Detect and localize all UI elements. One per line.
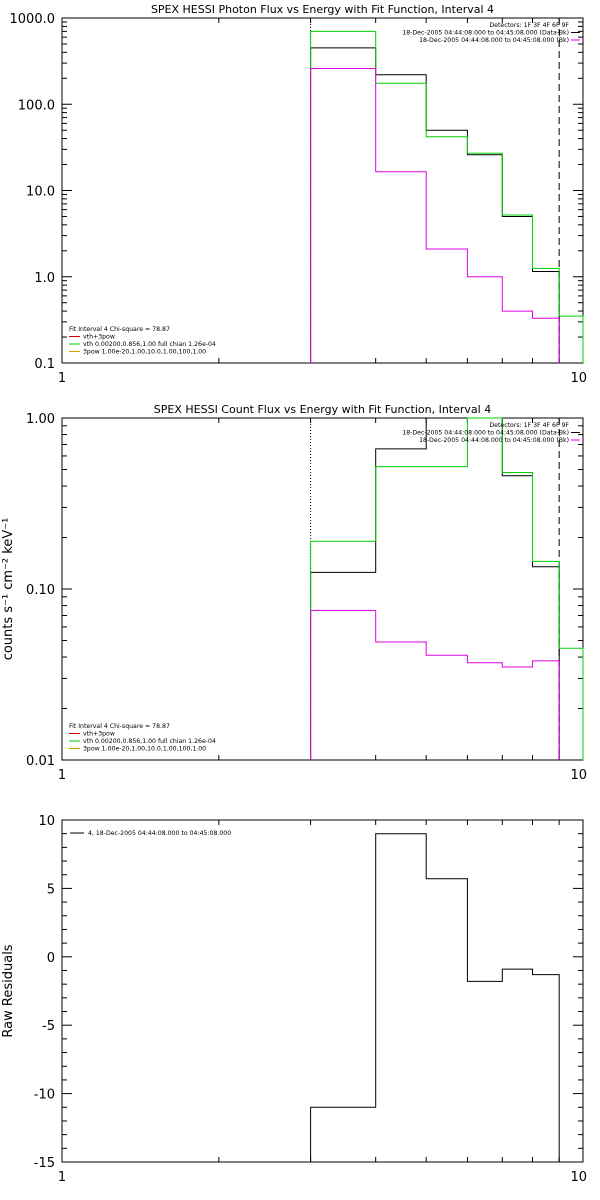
y-tick-label-2: -5	[42, 1019, 55, 1034]
plot-frame-1	[61, 417, 584, 761]
legend-fit-1-3: 3pow 1.00e-20,1.00,10.0,1.00,100,1.00	[83, 746, 206, 753]
plot-frame-2	[61, 819, 584, 1163]
legend-fit-1-0: Fit Interval 4 Chi-square = 78.87	[69, 723, 170, 730]
x-tick-label-0: 1	[58, 371, 66, 386]
y-tick-label-2: 10	[38, 814, 55, 829]
y-tick-label-0: 1.0	[34, 271, 55, 286]
x-tick-label-0: 10	[570, 371, 587, 386]
y-tick-label-2: -10	[34, 1088, 55, 1103]
y-axis-label-2: Raw Residuals	[1, 944, 16, 1037]
chart-title-1: SPEX HESSI Count Flux vs Energy with Fit…	[154, 403, 491, 416]
legend-fit-1-2: vth 0.00200,0.856,1.00 full chian 1.26e-…	[83, 738, 216, 745]
legend-fit-0-2: vth 0.00200,0.856,1.00 full chian 1.26e-…	[83, 341, 216, 348]
series-black-1	[310, 417, 560, 760]
y-tick-label-1: 1.00	[26, 412, 55, 427]
y-axis-label-1: counts s⁻¹ cm⁻² keV⁻¹	[1, 518, 16, 661]
legend-top-0-0: Detectors: 1F 3F 4F 6F 9F	[489, 22, 569, 29]
x-tick-label-1: 1	[58, 768, 66, 783]
legend-top-1-1: 18-Dec-2005 04:44:08.000 to 04:45:08.000…	[402, 430, 569, 437]
series-green-1	[310, 417, 584, 760]
x-tick-label-2: 1	[58, 1170, 66, 1185]
legend-top-1-2: 18-Dec-2005 04:44:08.000 to 04:45:08.000…	[419, 437, 569, 444]
x-tick-label-2: 10	[570, 1170, 587, 1185]
chart-title-0: SPEX HESSI Photon Flux vs Energy with Fi…	[151, 3, 494, 16]
y-tick-label-2: 5	[47, 882, 55, 897]
y-tick-label-0: 0.1	[34, 357, 55, 372]
legend-fit-1-1: vth+3pow	[83, 731, 115, 738]
series-green-0	[310, 30, 584, 363]
y-tick-label-0: 10.0	[26, 185, 55, 200]
series-black-2	[310, 833, 560, 1162]
series-magenta-0	[310, 68, 560, 363]
y-tick-label-1: 0.01	[26, 754, 55, 769]
series-black-0	[310, 47, 560, 363]
y-tick-label-0: 1000.0	[10, 12, 56, 27]
legend-fit-0-1: vth+3pow	[83, 334, 115, 341]
y-tick-label-2: -15	[34, 1156, 55, 1171]
legend-fit-0-3: 3pow 1.00e-20,1.00,10.0,1.00,100,1.00	[83, 349, 206, 356]
y-tick-label-2: 0	[47, 951, 55, 966]
legend-residual: 4, 18-Dec-2005 04:44:08.000 to 04:45:08.…	[88, 830, 231, 837]
legend-fit-0-0: Fit Interval 4 Chi-square = 78.87	[69, 326, 170, 333]
legend-top-0-2: 18-Dec-2005 04:44:08.000 to 04:45:08.000…	[419, 37, 569, 44]
y-tick-label-0: 100.0	[18, 98, 55, 113]
y-tick-label-1: 0.10	[26, 583, 55, 598]
legend-top-1-0: Detectors: 1F 3F 4F 6F 9F	[489, 422, 569, 429]
x-tick-label-1: 10	[570, 768, 587, 783]
series-magenta-1	[310, 609, 560, 760]
legend-top-0-1: 18-Dec-2005 04:44:08.000 to 04:45:08.000…	[402, 30, 569, 37]
